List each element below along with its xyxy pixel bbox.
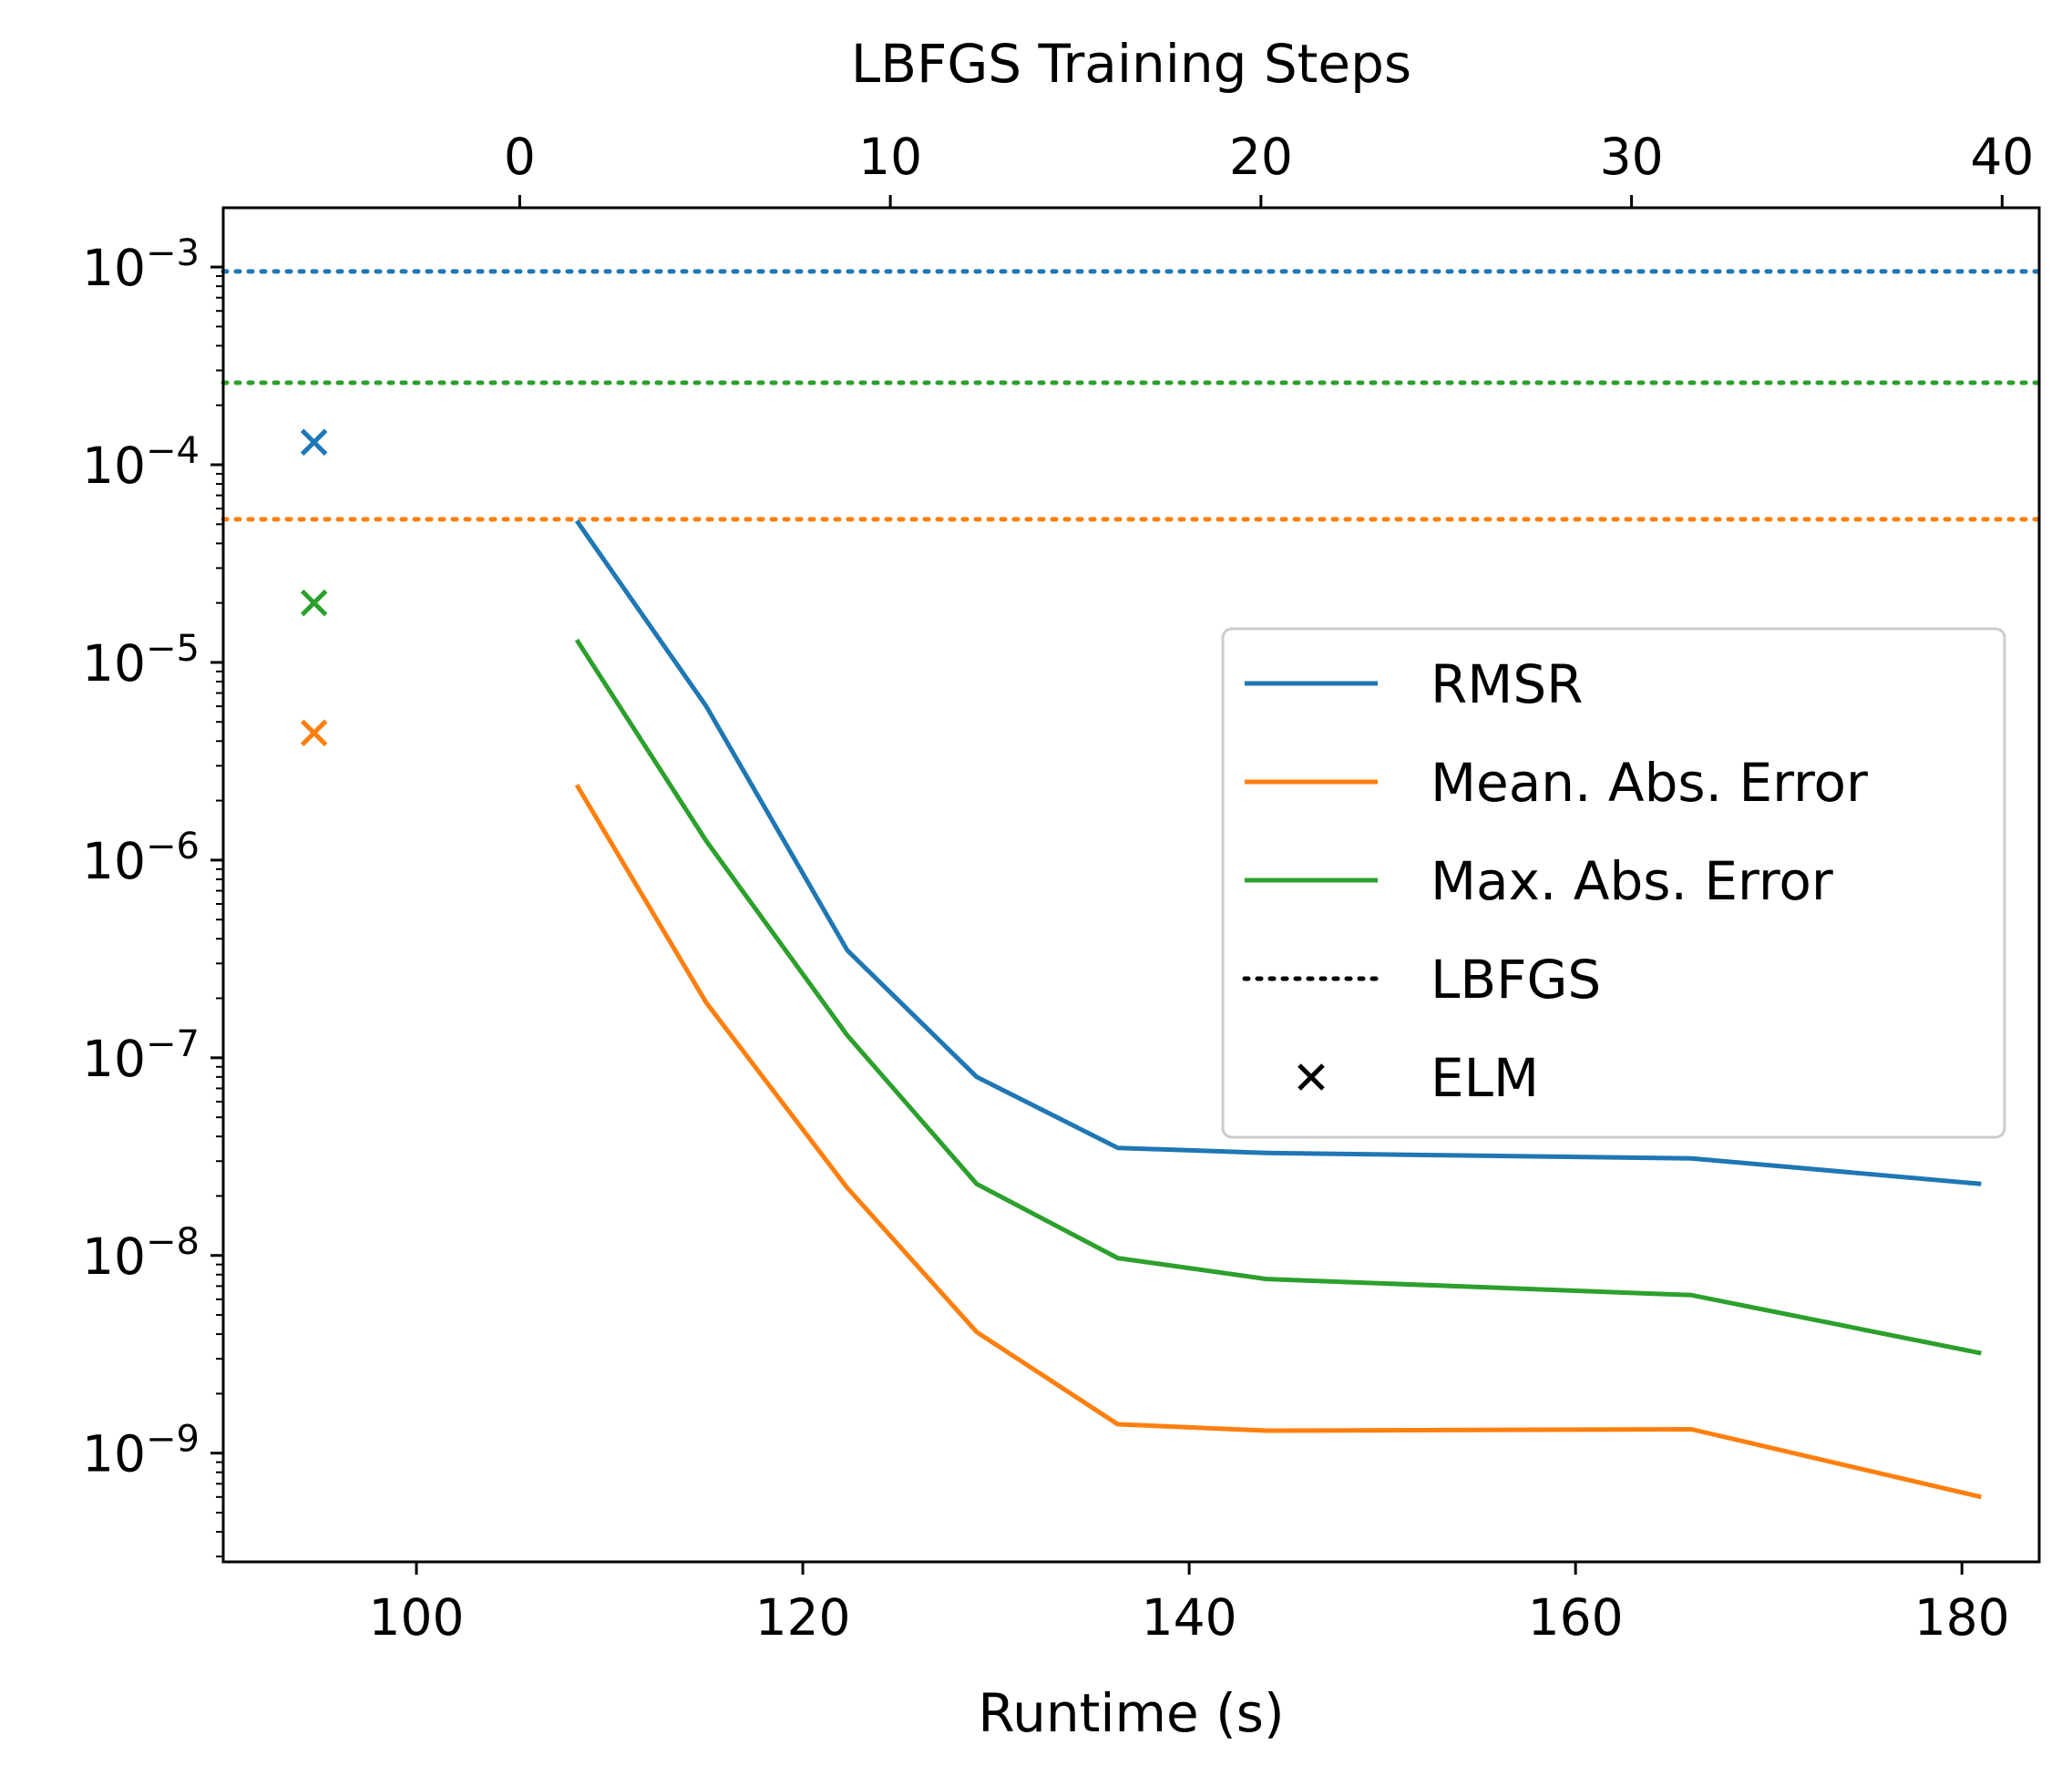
series-lines [574,519,1982,1500]
x-bottom-tick-label: 100 [369,1588,465,1647]
x-top-tick-label: 10 [858,128,922,186]
elm-markers [300,428,328,747]
x-bottom-tick-label: 120 [755,1588,851,1647]
x-top-tick-label: 20 [1229,128,1293,186]
y-tick-label: 10−9 [82,1419,200,1483]
y-tick-label: 10−4 [82,430,200,495]
y-tick-label: 10−6 [82,826,200,890]
legend-box [1221,627,2006,1139]
elm-marker [300,589,328,617]
elm-marker [300,719,328,747]
top-axis-title: LBFGS Training Steps [851,33,1411,95]
legend-label: Mean. Abs. Error [1431,752,1868,814]
x-top-tick-label: 0 [504,128,536,186]
y-tick-label: 10−8 [82,1221,200,1286]
y-tick-label: 10−5 [82,628,200,693]
plot-frame [221,206,2041,1564]
series-line [574,519,1982,1186]
series-line [574,784,1982,1500]
legend-label: LBFGS [1431,949,1601,1011]
y-tick-label: 10−3 [82,232,200,297]
x-top-tick-label: 30 [1600,128,1664,186]
lbfgs-reference-lines [221,269,2042,522]
x-bottom-tick-label: 160 [1528,1588,1624,1647]
elm-marker [300,428,328,457]
legend-swatch [1298,1063,1325,1091]
x-bottom-tick-label: 140 [1142,1588,1237,1647]
series-line [574,638,1982,1356]
y-tick-label: 10−7 [82,1023,200,1088]
bottom-axis-title: Runtime (s) [978,1682,1284,1744]
legend: RMSR Mean. Abs. Error Max. Abs. Error LBFGS… [1221,627,2006,1139]
legend-label: RMSR [1431,653,1583,715]
x-top-tick-label: 40 [1970,128,2034,186]
x-bottom-tick-label: 180 [1914,1588,2010,1647]
legend-label: Max. Abs. Error [1431,850,1833,912]
tick-labels: 100 120 140 160 180 0 10 20 30 40 10−3 10−4 10−5 10−6… [82,128,2034,1647]
legend-label: ELM [1431,1047,1539,1109]
